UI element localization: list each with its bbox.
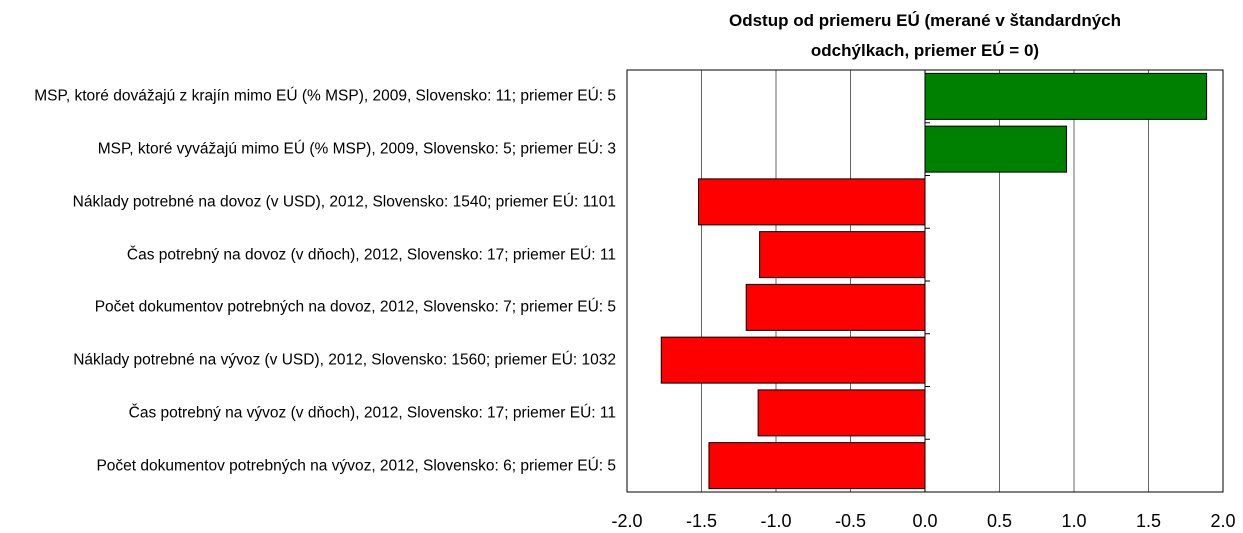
x-tick-label: -2.0 [611,511,642,531]
x-tick-label: 2.0 [1210,511,1235,531]
bar [660,336,926,384]
y-tick-label: Počet dokumentov potrebných na dovoz, 20… [94,298,616,316]
y-tick-label: Čas potrebný na vývoz (v dňoch), 2012, S… [128,404,616,422]
x-tick-label: 0.5 [987,511,1012,531]
bar [757,389,926,437]
y-tick-label: Čas potrebný na dovoz (v dňoch), 2012, S… [126,246,616,264]
bar [708,442,926,490]
chart-title: Odstup od priemeru EÚ (merané v štandard… [728,11,1122,60]
y-tick-label: MSP, ktoré dovážajú z krajín mimo EÚ (% … [34,87,616,105]
y-tick-label: Náklady potrebné na dovoz (v USD), 2012,… [72,193,616,211]
bar [924,125,1068,173]
x-tick-label: -0.5 [835,511,866,531]
bar [745,283,926,331]
x-tick-label: 1.5 [1136,511,1161,531]
y-tick-label: Náklady potrebné na vývoz (v USD), 2012,… [73,351,616,369]
x-tick-label: 0.0 [912,511,937,531]
x-tick-label: 1.0 [1061,511,1086,531]
x-tick-label: -1.5 [686,511,717,531]
bar [698,178,926,226]
bar [759,231,926,279]
bar [924,72,1208,120]
x-tick-label: -1.0 [760,511,791,531]
y-tick-label: MSP, ktoré vyvážajú mimo EÚ (% MSP), 200… [97,140,616,158]
y-tick-label: Počet dokumentov potrebných na vývoz, 20… [96,457,616,475]
